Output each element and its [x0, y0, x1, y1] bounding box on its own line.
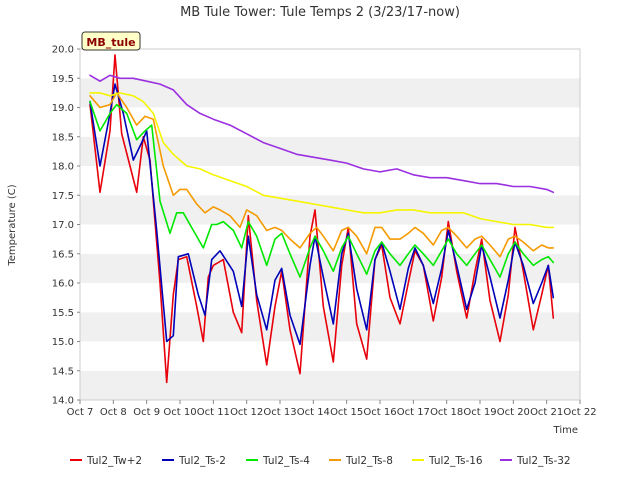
annotation-label: MB_tule [86, 36, 135, 49]
x-tick-label: Oct 19 [463, 407, 496, 418]
x-tick-label: Oct 18 [430, 407, 463, 418]
series-line-tul2-ts-2 [89, 83, 555, 346]
y-tick-label: 16.0 [52, 279, 74, 290]
chart-title: MB Tule Tower: Tule Temps 2 (3/23/17-now… [180, 5, 460, 20]
y-tick-label: 17.0 [52, 220, 74, 231]
y-tick-label: 17.5 [52, 191, 74, 202]
x-tick-label: Oct 22 [563, 407, 596, 418]
x-tick-label: Oct 21 [530, 407, 563, 418]
series-line-tul2-ts-8 [89, 92, 555, 258]
series-line-tul2-ts-4 [89, 100, 555, 278]
grid-band [80, 78, 580, 108]
y-tick-label: 14.5 [52, 366, 74, 377]
annotation-box: MB_tule [81, 31, 141, 51]
grid-band [80, 224, 580, 254]
y-tick-label: 20.0 [52, 45, 74, 56]
x-tick-label: Oct 10 [163, 407, 196, 418]
series-line-tul2-ts-16 [89, 92, 555, 229]
x-tick-label: Oct 9 [133, 407, 160, 418]
y-axis-label: Temperature (C) [7, 184, 18, 266]
y-tick-label: 16.5 [52, 249, 74, 260]
grid-band [80, 166, 580, 196]
y-tick-label: 18.5 [52, 132, 74, 143]
x-tick-label: Oct 12 [230, 407, 263, 418]
y-tick-label: 15.5 [52, 308, 74, 319]
grid-band [80, 370, 580, 400]
legend-label: Tul2_Ts-4 [262, 455, 310, 467]
legend-label: Tul2_Ts-32 [516, 455, 571, 467]
series-line-tul2-tw-2 [89, 54, 555, 384]
x-tick-label: Oct 7 [67, 407, 94, 418]
x-tick-label: Oct 15 [330, 407, 363, 418]
x-tick-label: Oct 16 [363, 407, 396, 418]
x-axis-label: Time [553, 425, 578, 436]
x-tick-label: Oct 13 [263, 407, 296, 418]
x-tick-label: Oct 20 [497, 407, 530, 418]
legend-label: Tul2_Tw+2 [86, 455, 142, 467]
legend-label: Tul2_Ts-8 [345, 455, 393, 467]
x-tick-label: Oct 11 [197, 407, 230, 418]
y-tick-label: 19.5 [52, 74, 74, 85]
x-tick-label: Oct 14 [297, 407, 330, 418]
x-tick-label: Oct 17 [397, 407, 430, 418]
series-line-tul2-ts-32 [89, 74, 555, 194]
legend-label: Tul2_Ts-16 [428, 455, 483, 467]
grid-band [80, 49, 580, 79]
y-tick-label: 14.0 [52, 396, 74, 407]
x-tick-label: Oct 8 [100, 407, 127, 418]
y-tick-label: 15.0 [52, 337, 74, 348]
grid-band [80, 253, 580, 283]
y-tick-label: 18.0 [52, 162, 74, 173]
legend-label: Tul2_Ts-2 [178, 455, 226, 467]
grid-band [80, 107, 580, 137]
y-tick-label: 19.0 [52, 103, 74, 114]
